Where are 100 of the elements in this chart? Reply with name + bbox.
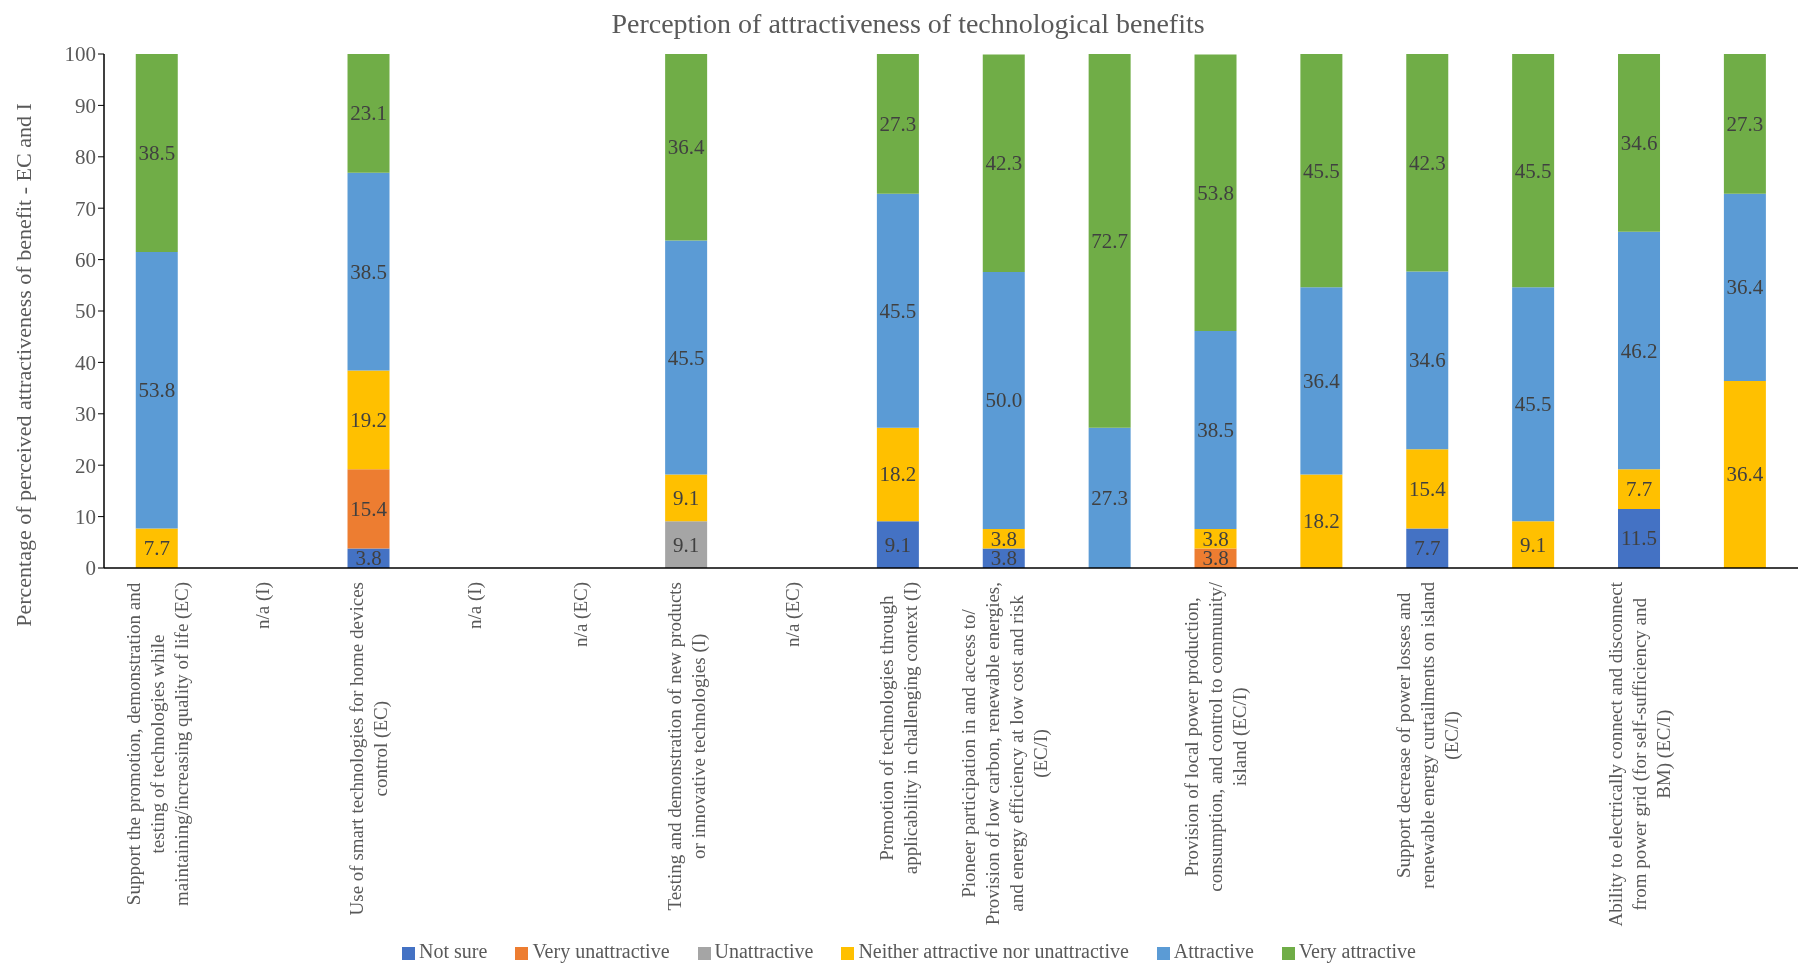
x-tick-label: Promotion of technologies through applicability in challenging context (I) [875,582,922,875]
bar [347,172,390,371]
legend-label: Attractive [1173,940,1254,962]
y-tick-label: 80 [75,145,96,170]
y-tick-label: 30 [75,402,96,427]
bar [1512,287,1555,522]
x-tick-label: Support decrease of power losses and renewable energy curtailments on island (EC/I) [1393,581,1464,889]
data-label: 18.2 [879,462,917,487]
x-tick-label: n/a (EC) [570,581,593,647]
legend-label: Neither attractive nor unattractive [858,940,1129,962]
legend-label: Very unattractive [532,940,670,962]
bar [982,54,1025,272]
bar [1406,528,1449,568]
bar [1088,54,1131,428]
data-label: 53.8 [1197,180,1234,205]
bar [1300,474,1343,568]
data-label: 45.5 [667,345,705,370]
data-label: 72.7 [1091,228,1129,253]
bar [347,54,390,173]
bar [876,427,919,522]
legend-label: Very attractive [1298,940,1416,962]
bar [1300,287,1343,475]
y-tick-label: 100 [64,42,96,67]
bar [1512,521,1555,568]
bar [1618,508,1661,568]
chart-title: Perception of attractiveness of technological benefits [611,8,1205,39]
bar [135,251,178,529]
bar [876,521,919,568]
data-label: 7.7 [1414,536,1441,561]
bar [1194,54,1237,332]
data-label: 45.5 [1514,392,1552,417]
bar [1088,427,1131,568]
data-label: 15.4 [1408,476,1447,501]
x-tick-label: Pioneer participation in and access to/ Provision of low carbon, renewable energies, and energy efficiency at low cost and risk (EC/I) [957,582,1052,926]
data-label: 19.2 [350,407,387,432]
bar [665,521,708,568]
data-label: 45.5 [879,298,917,323]
data-label: 38.5 [1197,417,1234,442]
y-tick-label: 20 [75,453,96,478]
data-label: 9.1 [673,485,700,510]
bar [1618,469,1661,509]
bar [347,469,390,549]
bar [1723,54,1766,194]
x-tick-label: Support the promotion, demonstration and testing of technologies while maintaining/increasing quality of life (EC) [122,582,193,906]
bar [665,240,708,475]
bar [1300,54,1343,288]
data-label: 36.4 [1726,275,1764,300]
bar [135,54,178,252]
data-label: 50.0 [985,388,1023,413]
bar [876,54,919,194]
data-label: 9.1 [884,532,912,557]
y-tick-label: 40 [75,350,96,375]
data-label: 3.8 [355,546,382,571]
bar [665,54,708,241]
bar [1512,54,1555,288]
bar [1723,193,1766,381]
data-label: 34.6 [1620,130,1658,155]
bar [1723,380,1766,568]
data-label: 7.7 [143,536,170,561]
data-label: 36.4 [1303,368,1341,393]
legend-label: Unattractive [714,940,814,962]
y-tick-label: 60 [75,248,96,273]
y-tick-label: 10 [75,505,96,530]
bar [1618,231,1661,470]
bar [1194,331,1237,529]
data-label: 45.5 [1514,158,1552,183]
data-label: 53.8 [138,378,176,403]
x-tick-label: Use of smart technologies for home devices control (EC) [346,581,393,916]
bar [876,193,919,428]
x-tick-label: n/a (EC) [781,581,804,647]
y-tick-label: 50 [75,299,96,324]
data-label: 11.5 [1621,526,1657,551]
data-label: 34.6 [1408,348,1446,373]
data-label: 45.5 [1303,158,1340,183]
bar [1406,54,1449,272]
data-label: 9.1 [673,532,700,557]
x-tick-label: Provision of local power production, consumption, and control to community/ island (EC/I) [1181,581,1252,892]
data-label: 27.3 [1091,485,1129,510]
x-tick-label: Ability to electrically connect and disconnect from power grid (for self-sufficiency and BM) (EC/I) [1604,581,1675,927]
data-label: 42.3 [985,151,1023,176]
bar [1406,449,1449,529]
data-label: 7.7 [1625,477,1653,502]
bar [665,474,708,522]
data-label: 42.3 [1408,150,1446,175]
y-tick-label: 70 [75,196,96,221]
bar [347,370,390,470]
data-label: 27.3 [879,111,917,136]
data-label: 18.2 [1303,509,1340,534]
data-label: 27.3 [1726,111,1764,136]
y-axis-title: Percentage of perceived attractiveness of benefit - EC and I [11,103,36,627]
x-tick-label: Testing and demonstration of new products or innovative technologies (I) [663,582,710,911]
bar [1406,271,1449,450]
data-label: 36.4 [667,135,706,160]
y-tick-label: 0 [85,556,96,581]
legend-label: Not sure [419,940,488,962]
x-tick-label: n/a (I) [464,582,487,629]
data-label: 9.1 [1520,532,1547,557]
data-label: 46.2 [1620,338,1658,363]
bar [1618,54,1661,232]
y-tick-label: 90 [75,93,96,118]
